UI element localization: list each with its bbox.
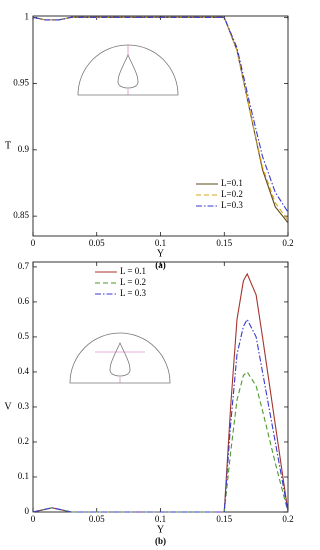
y-tick-label: 0.4 bbox=[18, 366, 30, 376]
legend-label: L=0.1 bbox=[221, 178, 243, 188]
inset-diagram-b bbox=[69, 332, 171, 384]
data-line bbox=[32, 16, 289, 224]
x-axis-label: Y bbox=[157, 248, 164, 259]
legend-label: L=0.3 bbox=[221, 200, 243, 210]
data-line bbox=[32, 318, 289, 513]
y-tick-label: 1 bbox=[25, 11, 30, 21]
y-tick-label: 0.95 bbox=[13, 78, 29, 88]
y-tick-label: 0.6 bbox=[18, 296, 30, 306]
y-tick-label: 0.7 bbox=[18, 261, 30, 271]
data-line bbox=[32, 272, 289, 513]
x-tick-label: 0.05 bbox=[89, 514, 105, 524]
data-line bbox=[32, 16, 289, 221]
figure: 0 0.05 0.1 0.15 0.20.850.90.951YT(a)L=0.1L=0… bbox=[4, 11, 293, 546]
legend-label: L=0.2 bbox=[221, 189, 243, 199]
y-tick-label: 0.85 bbox=[13, 210, 29, 220]
data-line bbox=[32, 16, 289, 213]
inset-diagram-a bbox=[77, 44, 179, 96]
x-tick-label: 0.15 bbox=[216, 238, 232, 248]
x-tick-label: 0.15 bbox=[216, 514, 232, 524]
x-axis-label: Y bbox=[157, 524, 164, 535]
y-tick-label: 0 bbox=[25, 506, 30, 516]
legend-label: L = 0.3 bbox=[120, 288, 146, 298]
x-tick-label: 0.1 bbox=[155, 514, 166, 524]
plot-frame bbox=[32, 261, 289, 513]
y-tick-label: 0.9 bbox=[18, 144, 30, 154]
legend-label: L = 0.2 bbox=[120, 277, 146, 287]
y-tick-label: 0.3 bbox=[18, 401, 30, 411]
y-tick-label: 0.1 bbox=[18, 471, 29, 481]
x-tick-label: 0.05 bbox=[89, 238, 105, 248]
legend-label: L = 0.1 bbox=[120, 266, 146, 276]
x-tick-label: 0 bbox=[31, 514, 36, 524]
x-tick-label: 0.1 bbox=[155, 238, 166, 248]
panel-label: (b) bbox=[155, 536, 166, 546]
y-axis-label: V bbox=[4, 401, 12, 412]
data-line bbox=[32, 371, 289, 513]
x-tick-label: 0 bbox=[31, 238, 36, 248]
y-axis-label: T bbox=[5, 140, 11, 151]
x-tick-label: 0.2 bbox=[282, 238, 293, 248]
x-tick-label: 0.2 bbox=[282, 514, 293, 524]
plot-frame bbox=[32, 15, 289, 237]
y-tick-label: 0.2 bbox=[18, 436, 29, 446]
y-tick-label: 0.5 bbox=[18, 331, 30, 341]
